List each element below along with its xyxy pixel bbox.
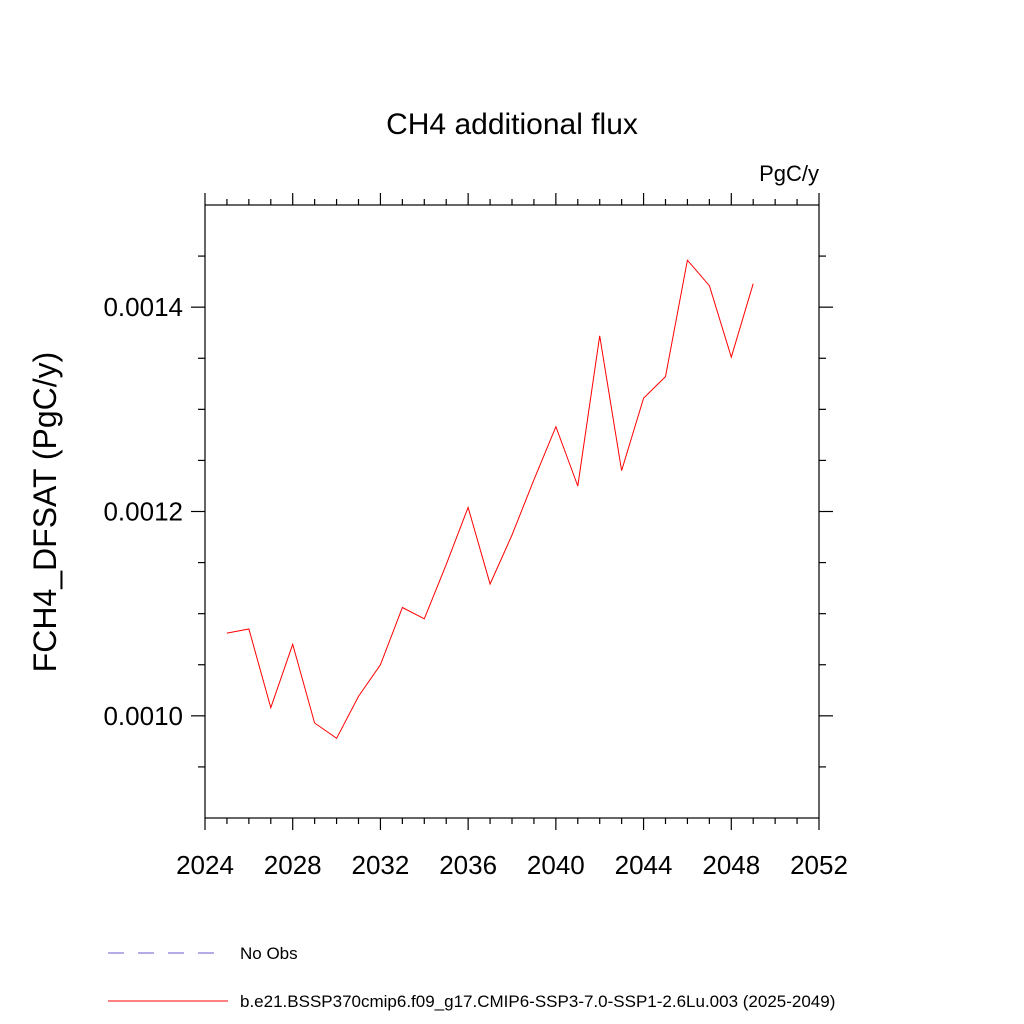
chart-title: CH4 additional flux	[386, 108, 638, 141]
legend-label-model-run: b.e21.BSSP370cmip6.f09_g17.CMIP6-SSP3-7.…	[240, 992, 835, 1011]
x-tick-label: 2036	[439, 850, 497, 880]
legend-label-no-obs: No Obs	[240, 944, 298, 963]
y-tick-label: 0.0014	[103, 292, 183, 322]
x-tick-label: 2048	[702, 850, 760, 880]
x-tick-label: 2032	[352, 850, 410, 880]
x-tick-label: 2040	[527, 850, 585, 880]
plot-frame	[204, 204, 820, 819]
x-axis: 2024 2028 2032 2036 2040 2044 2048 2052	[176, 193, 848, 880]
y-axis-label: FCH4_DFSAT (PgC/y)	[27, 352, 63, 673]
x-tick-label: 2044	[615, 850, 673, 880]
x-tick-label: 2024	[176, 850, 234, 880]
x-tick-label: 2052	[790, 850, 848, 880]
legend: No Obs b.e21.BSSP370cmip6.f09_g17.CMIP6-…	[108, 944, 835, 1011]
units-label: PgC/y	[759, 161, 819, 186]
x-tick-label: 2028	[264, 850, 322, 880]
y-axis: 0.0010 0.0012 0.0014	[103, 255, 833, 768]
y-tick-label: 0.0010	[103, 701, 183, 731]
y-tick-label: 0.0012	[103, 497, 183, 527]
series-line-model-run	[226, 259, 754, 740]
series-layer	[226, 259, 754, 740]
